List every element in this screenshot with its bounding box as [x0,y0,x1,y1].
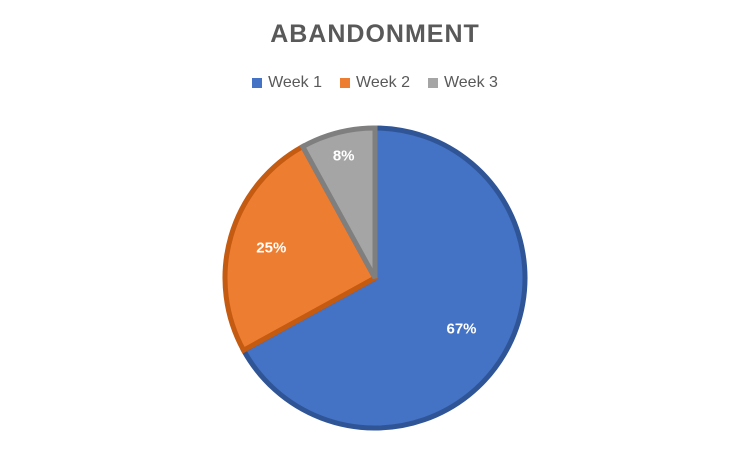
legend-label-week-1: Week 1 [268,74,323,91]
legend-item-week-2: Week 2 [340,74,410,92]
chart-title: ABANDONMENT [270,20,480,48]
data-label-week-3: 8% [333,147,355,164]
pie-slice-week-2 [222,143,379,354]
legend-label-week-2: Week 2 [356,74,410,91]
legend-item-week-1: Week 1 [252,74,322,92]
legend-swatch-week-2 [340,78,351,88]
legend-label-week-3: Week 3 [443,74,498,91]
data-label-week-2: 25% [256,239,286,256]
legend-item-week-3: Week 3 [427,74,498,92]
pie-slice-week-1 [240,125,528,431]
legend-swatch-week-1 [252,78,263,88]
data-label-week-1: 67% [446,321,476,338]
legend-swatch-week-3 [427,78,438,88]
pie-slice-week-3 [299,125,378,280]
legend: Week 1 Week 2 Week 3 [0,74,750,92]
